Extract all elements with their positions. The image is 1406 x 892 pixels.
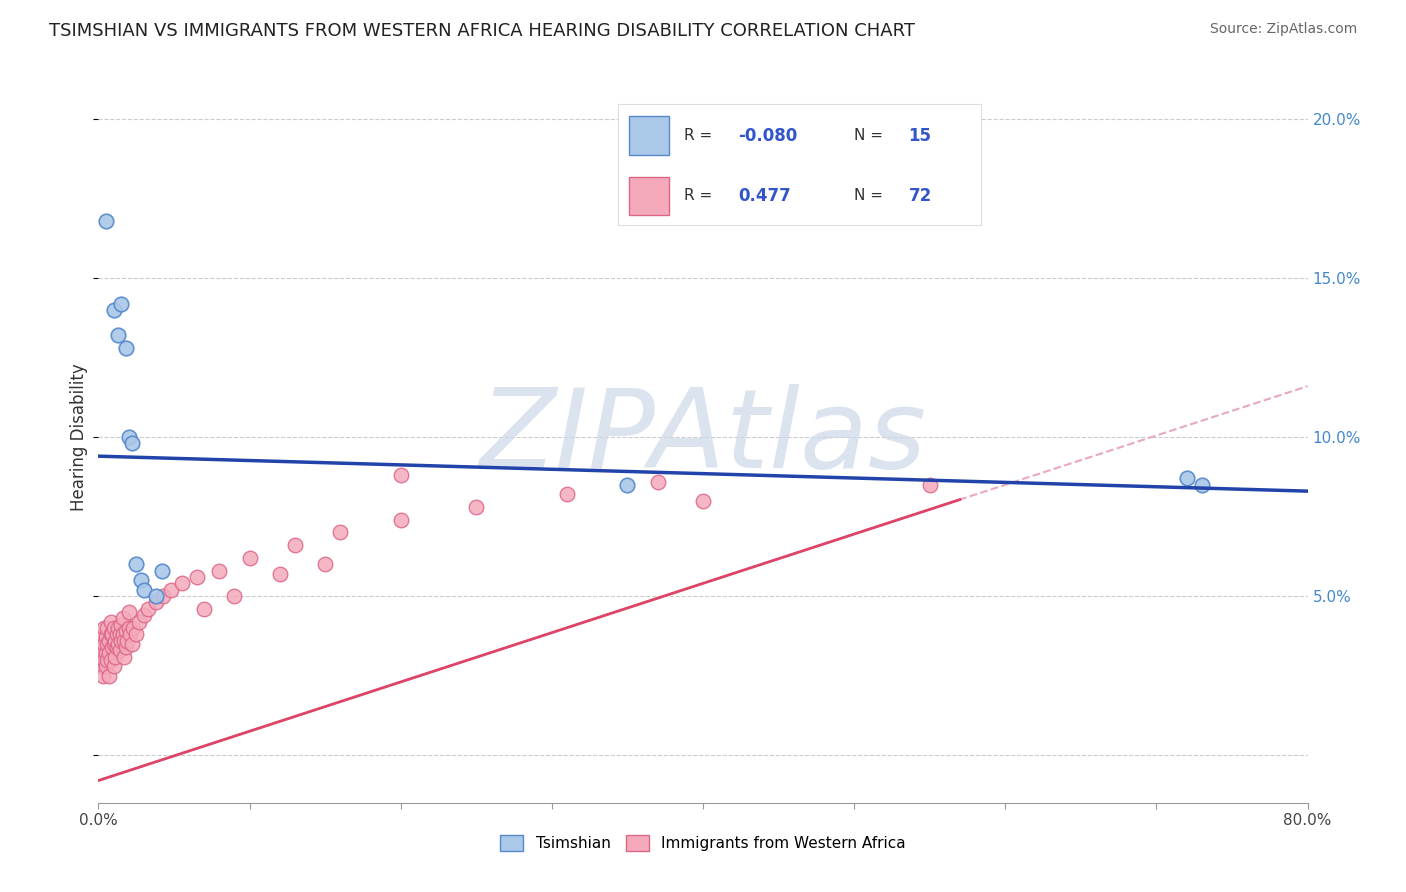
Point bbox=[125, 627, 148, 641]
Point bbox=[98, 668, 121, 682]
Point bbox=[136, 602, 159, 616]
Point bbox=[98, 633, 121, 648]
Point bbox=[692, 493, 714, 508]
Point bbox=[647, 475, 669, 489]
Text: Source: ZipAtlas.com: Source: ZipAtlas.com bbox=[1209, 22, 1357, 37]
Point bbox=[269, 566, 291, 581]
Point bbox=[329, 525, 352, 540]
Point bbox=[145, 589, 167, 603]
Point bbox=[100, 627, 122, 641]
Point bbox=[114, 341, 136, 355]
Point bbox=[103, 659, 125, 673]
Point bbox=[115, 633, 138, 648]
Point bbox=[89, 653, 111, 667]
Point bbox=[160, 582, 183, 597]
Point bbox=[193, 602, 215, 616]
Point bbox=[104, 633, 127, 648]
Point bbox=[100, 615, 122, 629]
Point bbox=[125, 558, 148, 572]
Point bbox=[111, 611, 134, 625]
Point bbox=[93, 653, 115, 667]
Point bbox=[152, 589, 174, 603]
Point bbox=[465, 500, 488, 514]
Point bbox=[132, 582, 155, 597]
Point bbox=[101, 640, 124, 654]
Point bbox=[239, 550, 262, 565]
Point bbox=[104, 649, 127, 664]
Point bbox=[132, 608, 155, 623]
Text: ZIPAtlas: ZIPAtlas bbox=[479, 384, 927, 491]
Point bbox=[93, 637, 115, 651]
Point bbox=[96, 653, 118, 667]
Point bbox=[122, 621, 145, 635]
Point bbox=[555, 487, 578, 501]
Point bbox=[107, 328, 129, 343]
Point bbox=[91, 646, 114, 660]
Point bbox=[118, 621, 141, 635]
Point bbox=[389, 513, 412, 527]
Point bbox=[107, 621, 129, 635]
Point bbox=[90, 643, 112, 657]
Point bbox=[918, 477, 941, 491]
Point bbox=[103, 621, 125, 635]
Point bbox=[110, 296, 132, 310]
Point bbox=[94, 631, 117, 645]
Point bbox=[121, 436, 143, 450]
Point bbox=[94, 214, 117, 228]
Point bbox=[105, 627, 128, 641]
Point bbox=[91, 631, 114, 645]
Y-axis label: Hearing Disability: Hearing Disability bbox=[70, 363, 89, 511]
Point bbox=[110, 633, 132, 648]
Point bbox=[112, 633, 135, 648]
Point bbox=[90, 659, 112, 673]
Point bbox=[129, 573, 152, 587]
Point bbox=[107, 637, 129, 651]
Point bbox=[224, 589, 246, 603]
Point bbox=[110, 617, 132, 632]
Point bbox=[98, 646, 121, 660]
Legend: Tsimshian, Immigrants from Western Africa: Tsimshian, Immigrants from Western Afric… bbox=[495, 830, 911, 857]
Point bbox=[145, 595, 167, 609]
Text: TSIMSHIAN VS IMMIGRANTS FROM WESTERN AFRICA HEARING DISABILITY CORRELATION CHART: TSIMSHIAN VS IMMIGRANTS FROM WESTERN AFR… bbox=[49, 22, 915, 40]
Point bbox=[170, 576, 193, 591]
Point bbox=[120, 627, 142, 641]
Point bbox=[100, 653, 122, 667]
Point bbox=[114, 624, 136, 638]
Point bbox=[108, 643, 131, 657]
Point bbox=[314, 558, 336, 572]
Point bbox=[121, 637, 143, 651]
Point bbox=[389, 468, 412, 483]
Point bbox=[103, 637, 125, 651]
Point bbox=[103, 302, 125, 317]
Point bbox=[118, 605, 141, 619]
Point bbox=[150, 564, 173, 578]
Point bbox=[284, 538, 307, 552]
Point bbox=[108, 627, 131, 641]
Point bbox=[96, 637, 118, 651]
Point bbox=[96, 621, 118, 635]
Point bbox=[91, 668, 114, 682]
Point bbox=[105, 640, 128, 654]
Point bbox=[616, 477, 638, 491]
Point bbox=[111, 627, 134, 641]
Point bbox=[114, 640, 136, 654]
Point bbox=[112, 649, 135, 664]
Point bbox=[94, 659, 117, 673]
Point bbox=[118, 430, 141, 444]
Point bbox=[208, 564, 231, 578]
Point bbox=[1175, 471, 1198, 485]
Point bbox=[101, 627, 124, 641]
Point bbox=[128, 615, 150, 629]
Point bbox=[93, 621, 115, 635]
Point bbox=[1191, 477, 1213, 491]
Point bbox=[186, 570, 208, 584]
Point bbox=[94, 646, 117, 660]
